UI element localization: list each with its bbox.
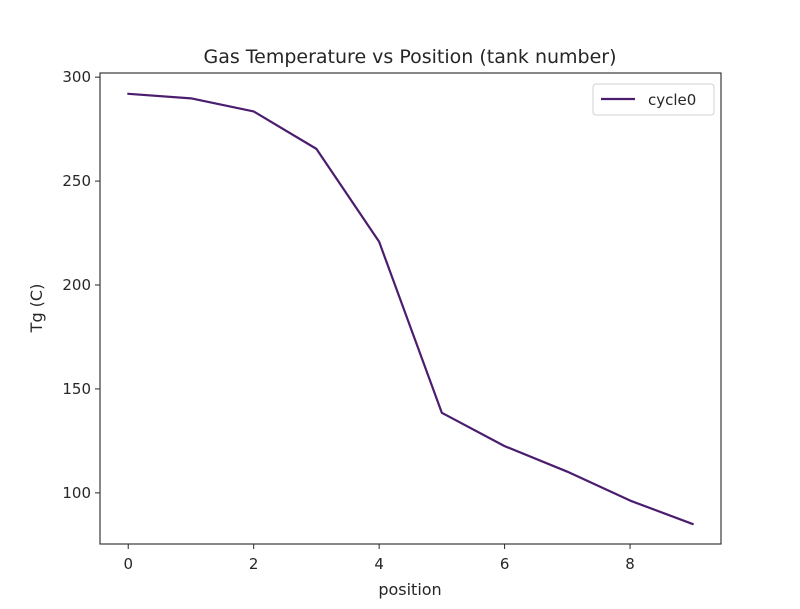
y-axis-ticks: 100 150 200 250 300 (62, 68, 100, 502)
x-tick-label: 0 (123, 555, 133, 573)
axes-frame (99, 72, 722, 545)
y-tick-label: 250 (62, 172, 91, 190)
x-tick-label: 8 (625, 555, 635, 573)
legend-box (592, 83, 715, 116)
x-tick-label: 4 (374, 555, 384, 573)
chart-title: Gas Temperature vs Position (tank number… (203, 46, 616, 68)
x-axis-label: position (378, 580, 441, 599)
x-tick-label: 6 (500, 555, 510, 573)
series-line-cycle0 (127, 92, 694, 526)
y-axis-label: Tg (C) (27, 284, 46, 334)
x-axis-ticks: 0 2 4 6 8 (123, 544, 635, 573)
legend-label-cycle0: cycle0 (648, 91, 696, 109)
x-tick-label: 2 (249, 555, 259, 573)
y-tick-label: 150 (62, 380, 91, 398)
legend: cycle0 (592, 83, 715, 116)
y-tick-label: 300 (62, 68, 91, 86)
plot-area (127, 92, 694, 526)
y-tick-label: 100 (62, 484, 91, 502)
y-tick-label: 200 (62, 276, 91, 294)
